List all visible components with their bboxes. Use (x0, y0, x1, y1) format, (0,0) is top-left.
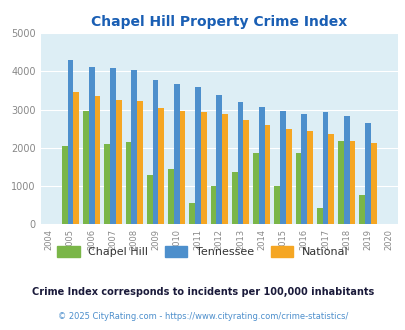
Text: Crime Index corresponds to incidents per 100,000 inhabitants: Crime Index corresponds to incidents per… (32, 287, 373, 297)
Bar (189, 203, 195, 224)
Bar (307, 131, 312, 224)
Bar (222, 114, 227, 224)
Bar (216, 95, 222, 224)
Bar (364, 123, 370, 224)
Bar (258, 107, 264, 224)
Bar (328, 134, 333, 224)
Legend: Chapel Hill, Tennessee, National: Chapel Hill, Tennessee, National (53, 242, 352, 261)
Bar (279, 112, 285, 224)
Bar (210, 186, 216, 224)
Bar (264, 125, 270, 224)
Bar (370, 143, 376, 224)
Bar (147, 176, 152, 224)
Bar (274, 186, 279, 224)
Bar (131, 70, 137, 224)
Bar (253, 153, 258, 224)
Bar (67, 60, 73, 224)
Bar (125, 142, 131, 224)
Bar (115, 100, 121, 224)
Bar (179, 111, 185, 224)
Title: Chapel Hill Property Crime Index: Chapel Hill Property Crime Index (91, 15, 347, 29)
Bar (301, 114, 307, 224)
Bar (83, 112, 89, 224)
Bar (200, 112, 206, 224)
Bar (237, 102, 243, 224)
Text: © 2025 CityRating.com - https://www.cityrating.com/crime-statistics/: © 2025 CityRating.com - https://www.city… (58, 312, 347, 321)
Bar (73, 92, 79, 224)
Bar (137, 101, 143, 224)
Bar (104, 144, 110, 224)
Bar (195, 86, 200, 224)
Bar (94, 96, 100, 224)
Bar (158, 109, 164, 224)
Bar (62, 146, 67, 224)
Bar (110, 68, 115, 224)
Bar (349, 141, 354, 224)
Bar (322, 112, 328, 224)
Bar (168, 169, 173, 224)
Bar (231, 172, 237, 224)
Bar (295, 153, 301, 224)
Bar (89, 67, 94, 224)
Bar (173, 84, 179, 224)
Bar (343, 116, 349, 224)
Bar (152, 81, 158, 224)
Bar (285, 129, 291, 224)
Bar (337, 141, 343, 224)
Bar (243, 120, 249, 224)
Bar (316, 208, 322, 224)
Bar (358, 195, 364, 224)
